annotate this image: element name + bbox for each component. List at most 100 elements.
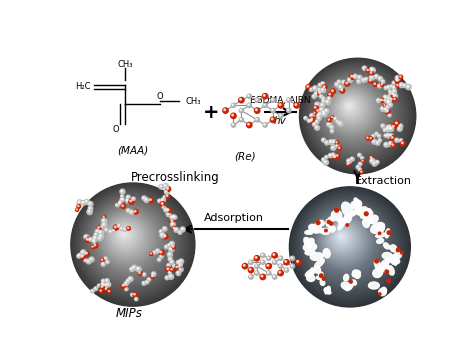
Circle shape: [91, 289, 94, 293]
Circle shape: [331, 89, 336, 94]
Ellipse shape: [327, 223, 359, 255]
Ellipse shape: [92, 203, 166, 277]
Circle shape: [167, 209, 169, 211]
Circle shape: [338, 147, 340, 149]
Circle shape: [388, 141, 393, 147]
Ellipse shape: [357, 205, 361, 210]
Circle shape: [381, 83, 383, 86]
Circle shape: [319, 92, 320, 94]
Circle shape: [87, 209, 92, 215]
Circle shape: [328, 97, 329, 99]
Circle shape: [395, 76, 400, 80]
Circle shape: [380, 106, 385, 111]
Circle shape: [161, 234, 163, 236]
Circle shape: [385, 87, 386, 88]
Ellipse shape: [368, 215, 378, 223]
Circle shape: [330, 126, 332, 127]
Circle shape: [260, 274, 265, 280]
Circle shape: [224, 109, 226, 111]
Ellipse shape: [304, 201, 391, 287]
Circle shape: [95, 288, 96, 289]
Circle shape: [296, 260, 301, 265]
Circle shape: [164, 235, 166, 237]
Ellipse shape: [376, 224, 384, 232]
Circle shape: [332, 154, 333, 155]
Circle shape: [290, 264, 295, 268]
Circle shape: [395, 138, 399, 142]
Circle shape: [387, 101, 389, 103]
Circle shape: [373, 162, 375, 164]
Circle shape: [379, 140, 380, 141]
Circle shape: [366, 136, 370, 140]
Circle shape: [384, 134, 387, 137]
Circle shape: [370, 67, 375, 73]
Circle shape: [158, 199, 161, 203]
Ellipse shape: [320, 78, 388, 145]
Circle shape: [132, 197, 135, 200]
Circle shape: [365, 212, 368, 216]
Circle shape: [97, 226, 101, 230]
Ellipse shape: [320, 216, 369, 265]
Circle shape: [261, 275, 263, 277]
Ellipse shape: [345, 283, 353, 291]
Ellipse shape: [352, 280, 356, 285]
Circle shape: [122, 205, 123, 206]
Circle shape: [328, 154, 332, 158]
Circle shape: [93, 239, 94, 241]
Circle shape: [370, 157, 372, 158]
Ellipse shape: [373, 269, 382, 277]
Circle shape: [403, 84, 407, 88]
Circle shape: [122, 284, 124, 286]
Circle shape: [338, 81, 339, 82]
Circle shape: [378, 293, 381, 295]
Ellipse shape: [325, 289, 329, 294]
Circle shape: [322, 85, 327, 89]
Ellipse shape: [337, 95, 365, 121]
Circle shape: [341, 89, 343, 91]
Ellipse shape: [331, 210, 342, 221]
Circle shape: [358, 153, 361, 157]
Circle shape: [316, 121, 317, 122]
Circle shape: [370, 67, 374, 71]
Circle shape: [160, 185, 162, 187]
Circle shape: [346, 82, 347, 84]
Circle shape: [373, 135, 374, 136]
Circle shape: [247, 94, 251, 99]
Circle shape: [255, 265, 257, 266]
Circle shape: [389, 94, 390, 96]
Circle shape: [319, 95, 323, 99]
Circle shape: [291, 257, 292, 258]
Ellipse shape: [323, 81, 383, 141]
Circle shape: [77, 205, 81, 208]
Circle shape: [160, 231, 161, 232]
Circle shape: [375, 160, 379, 164]
Circle shape: [89, 202, 91, 204]
Circle shape: [109, 230, 112, 233]
Ellipse shape: [101, 212, 155, 265]
Circle shape: [362, 78, 366, 82]
Circle shape: [94, 244, 96, 246]
Circle shape: [85, 251, 90, 256]
Circle shape: [149, 198, 154, 202]
Ellipse shape: [314, 267, 320, 273]
Circle shape: [121, 198, 122, 200]
Circle shape: [101, 286, 103, 287]
Ellipse shape: [324, 220, 364, 260]
Circle shape: [113, 230, 114, 231]
Circle shape: [248, 104, 249, 105]
Ellipse shape: [318, 214, 372, 268]
Ellipse shape: [305, 202, 390, 286]
Circle shape: [285, 269, 286, 270]
Circle shape: [390, 85, 393, 88]
Ellipse shape: [290, 187, 410, 307]
Circle shape: [391, 99, 392, 100]
Circle shape: [127, 199, 128, 201]
Circle shape: [143, 197, 144, 198]
Ellipse shape: [312, 226, 318, 228]
Circle shape: [361, 157, 364, 160]
Circle shape: [387, 231, 391, 234]
Circle shape: [179, 268, 181, 270]
Circle shape: [392, 94, 398, 99]
Circle shape: [386, 125, 390, 129]
Circle shape: [171, 268, 172, 270]
